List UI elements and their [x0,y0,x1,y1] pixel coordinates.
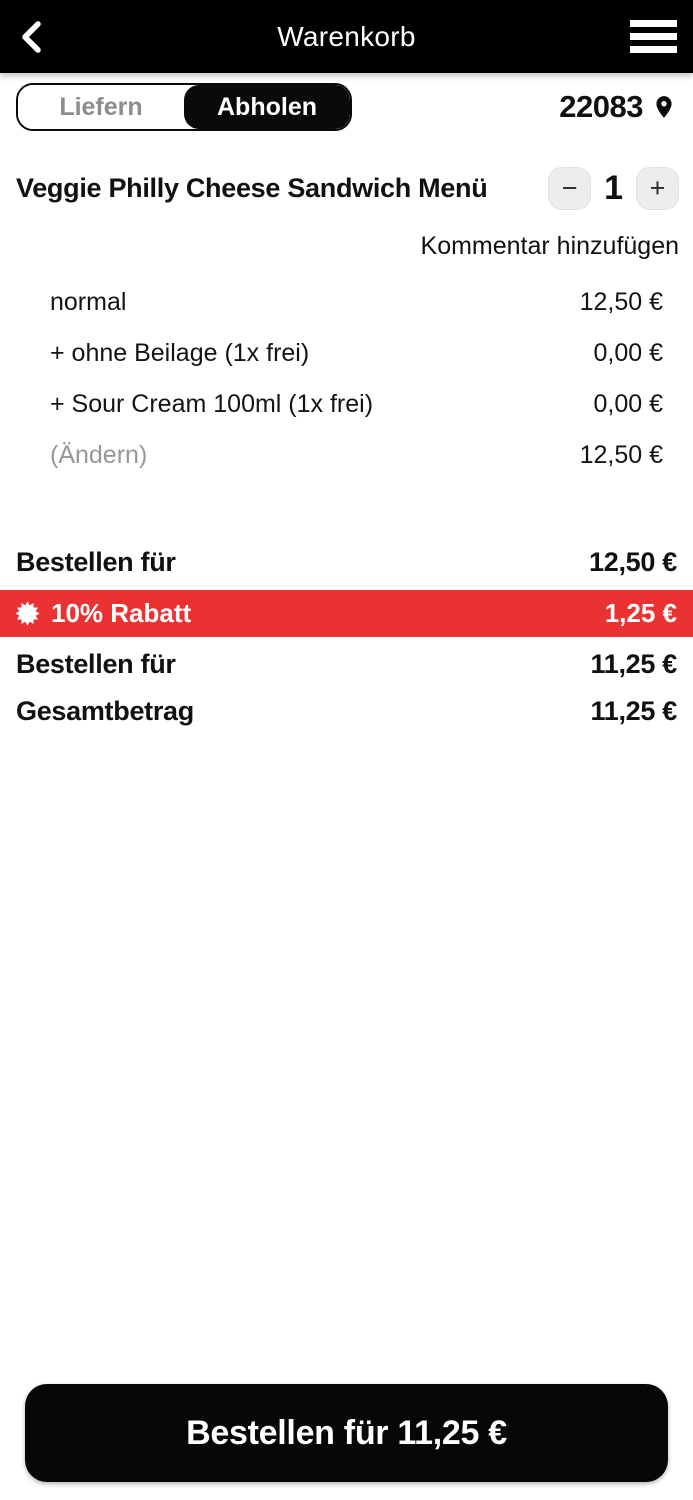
discounted-subtotal-row: Bestellen für 11,25 € [0,641,693,688]
discount-label: 10% Rabatt [51,598,192,628]
item-line-label: normal [50,288,127,316]
total-row: Gesamtbetrag 11,25 € [0,688,693,735]
cart-item-lines: normal 12,50 € + ohne Beilage (1x frei) … [0,277,693,481]
discount-badge-icon [13,599,42,628]
subtotal-value: 12,50 € [589,547,677,577]
quantity-value: 1 [604,169,623,207]
item-line-price: 0,00 € [593,390,663,418]
change-item-link[interactable]: (Ändern) [50,441,148,469]
item-line-price: 12,50 € [579,441,663,469]
hamburger-bar [630,33,677,40]
item-line-label: + Sour Cream 100ml (1x frei) [50,390,374,418]
location-pin-icon [651,91,677,123]
item-line-label: + ohne Beilage (1x frei) [50,339,310,367]
hamburger-bar [630,46,677,53]
item-line: + ohne Beilage (1x frei) 0,00 € [0,328,693,379]
location-selector[interactable]: 22083 [559,89,677,125]
item-line: + Sour Cream 100ml (1x frei) 0,00 € [0,379,693,430]
subtotal-label: Bestellen für [16,547,176,577]
back-chevron-icon [18,20,44,54]
cart-item-name: Veggie Philly Cheese Sandwich Menü [16,173,488,203]
back-button[interactable] [18,15,62,59]
total-label: Gesamtbetrag [16,696,194,726]
increase-quantity-button[interactable]: + [636,167,679,210]
decrease-quantity-button[interactable]: − [548,167,592,210]
item-line-change: (Ändern) 12,50 € [0,430,693,481]
delivery-mode-toggle: Liefern Abholen [16,83,352,131]
hamburger-bar [630,20,677,27]
delivery-toggle-row: Liefern Abholen 22083 [0,73,693,131]
discounted-subtotal-value: 11,25 € [590,649,678,679]
discount-value: 1,25 € [604,598,677,628]
subtotal-row: Bestellen für 12,50 € [0,539,693,586]
toggle-abholen[interactable]: Abholen [184,85,350,129]
discount-banner: 10% Rabatt 1,25 € [0,590,693,637]
add-comment-link[interactable]: Kommentar hinzufügen [420,232,679,260]
discounted-subtotal-label: Bestellen für [16,649,176,679]
zip-code: 22083 [559,89,643,124]
checkout-button[interactable]: Bestellen für 11,25 € [25,1384,668,1482]
total-value: 11,25 € [590,696,678,726]
comment-row: Kommentar hinzufügen [0,232,693,261]
quantity-stepper: − 1 + [548,167,679,210]
item-line: normal 12,50 € [0,277,693,328]
toggle-liefern[interactable]: Liefern [18,85,184,129]
app-header: Warenkorb [0,0,693,73]
discount-left: 10% Rabatt [13,598,191,629]
item-line-price: 12,50 € [579,288,663,316]
cart-item-header: Veggie Philly Cheese Sandwich Menü − 1 + [0,167,693,210]
page-title: Warenkorb [277,20,416,52]
hamburger-menu-icon[interactable] [628,16,679,57]
order-summary: Bestellen für 12,50 € 10% Rabatt 1,25 € … [0,539,693,735]
item-line-price: 0,00 € [593,339,663,367]
